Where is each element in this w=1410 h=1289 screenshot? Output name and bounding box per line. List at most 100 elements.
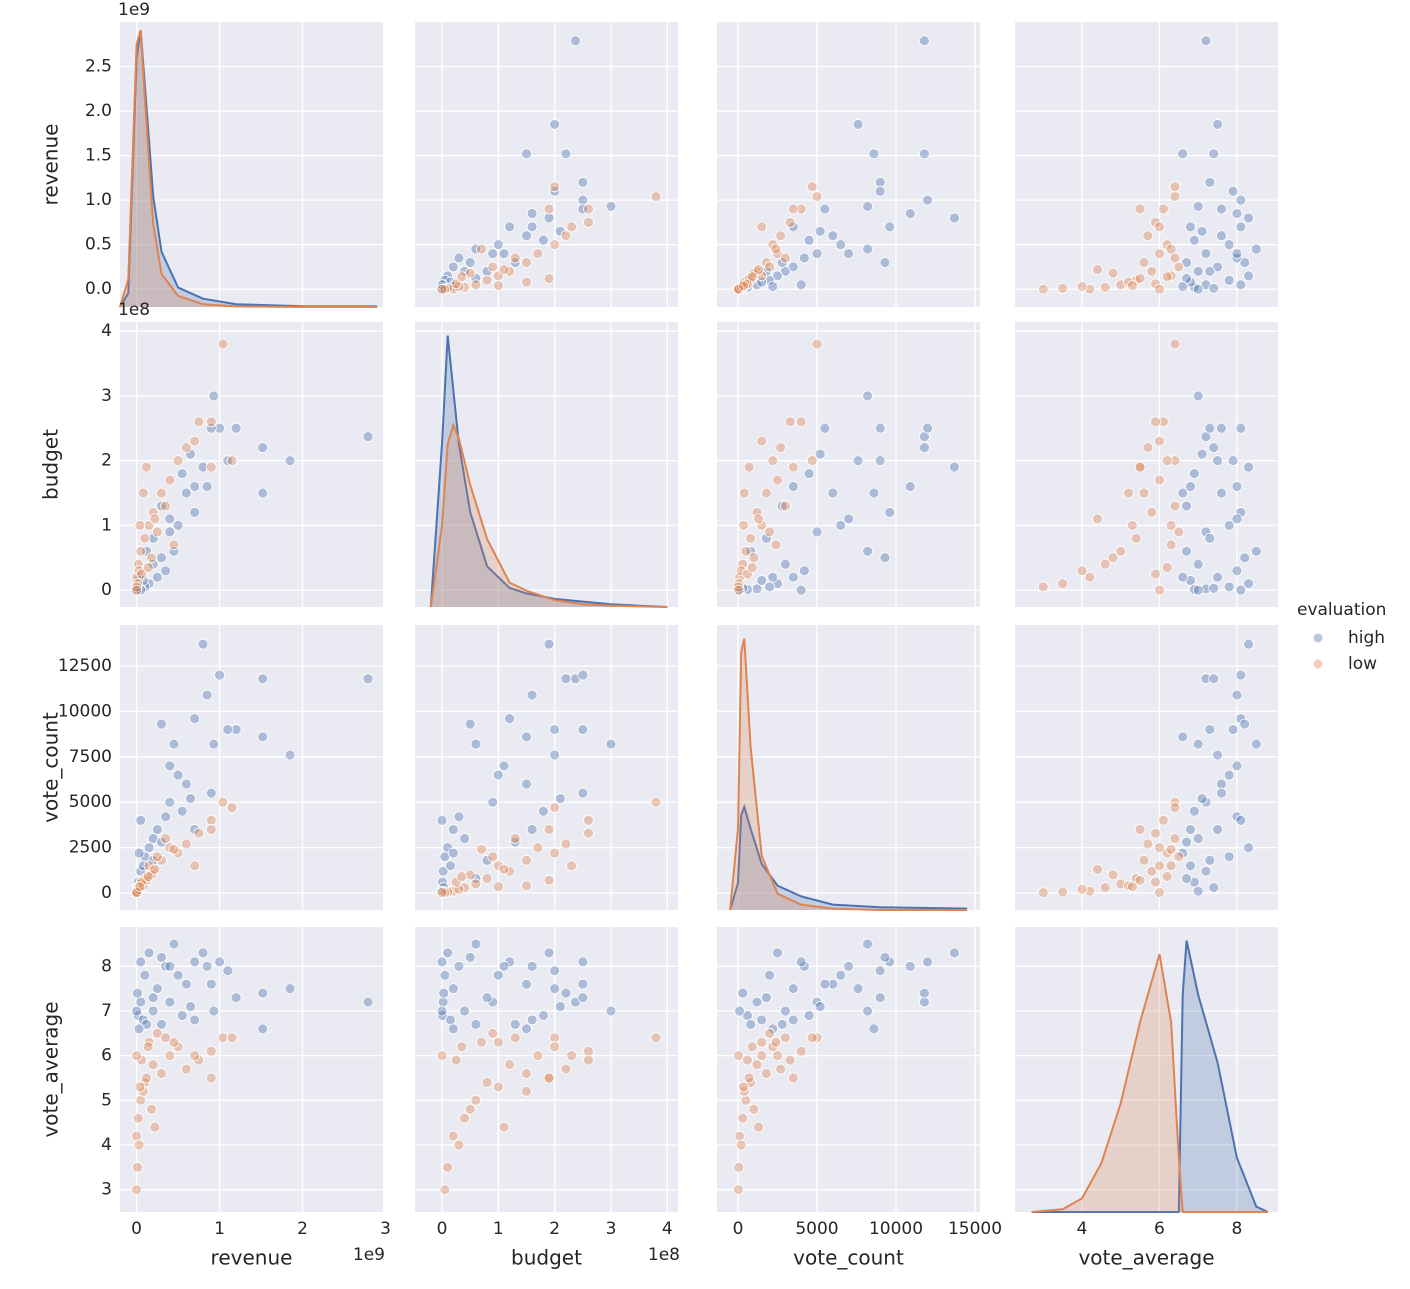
scatter-point [549, 181, 561, 193]
scatter-point [922, 422, 934, 434]
scatter-point [189, 1014, 201, 1026]
scatter-point [1196, 225, 1208, 237]
scatter-point [1239, 552, 1251, 564]
scatter-point [447, 983, 459, 995]
scatter-point [1188, 584, 1200, 595]
y-tick-label: 1 [101, 515, 112, 535]
legend-label: high [1348, 628, 1385, 648]
x-tick-label: 8 [1232, 1219, 1243, 1239]
scatter-point [257, 987, 269, 999]
scatter-point [1212, 749, 1223, 761]
scatter-point [1216, 230, 1227, 242]
scatter-point [133, 1139, 145, 1151]
y-tick-label: 3 [101, 386, 112, 406]
scatter-point [151, 571, 163, 583]
scatter-point [470, 243, 482, 255]
scatter-point [806, 455, 818, 467]
kde-area [730, 638, 968, 910]
scatter-point [230, 724, 242, 735]
scatter-point [1235, 584, 1247, 596]
scatter-point [1192, 265, 1204, 277]
y-tick-label: 3 [101, 1180, 112, 1200]
scatter-point [1204, 265, 1216, 277]
panel-background [120, 22, 383, 307]
scatter-point [764, 581, 775, 593]
scatter-point [784, 216, 796, 228]
scatter-point [470, 738, 482, 750]
scatter-point [549, 119, 561, 130]
scatter-point [1154, 435, 1165, 447]
scatter-point [1188, 468, 1200, 479]
scatter-point [189, 1050, 201, 1062]
scatter-point [538, 234, 549, 246]
scatter-point [476, 243, 487, 255]
scatter-point [131, 887, 142, 898]
scatter-point [1243, 638, 1254, 650]
scatter-point [180, 1063, 192, 1075]
scatter-point [919, 148, 930, 160]
scatter-point [549, 802, 561, 814]
y-tick-label: 4 [101, 1135, 112, 1155]
scatter-point [1126, 280, 1138, 292]
scatter-point [543, 947, 555, 959]
panel [415, 322, 678, 608]
scatter-point [156, 854, 167, 866]
scatter-point [780, 252, 791, 264]
scatter-point [1092, 863, 1103, 875]
scatter-point [751, 583, 763, 595]
scatter-point [526, 208, 538, 219]
scatter-point [172, 769, 184, 781]
scatter-point [521, 1023, 532, 1035]
scatter-point [1107, 267, 1119, 279]
scatter-point [137, 860, 149, 872]
y-tick-label: 12500 [58, 656, 112, 676]
scatter-point [1076, 883, 1088, 895]
scatter-point [492, 1036, 504, 1048]
scatter-point [1134, 273, 1146, 284]
scatter-point [135, 814, 147, 826]
scatter-point [570, 35, 581, 47]
scatter-point [732, 1184, 744, 1196]
scatter-point [1200, 248, 1212, 259]
scatter-point [1157, 416, 1169, 428]
kde-line [729, 803, 968, 911]
scatter-point [543, 1072, 555, 1084]
scatter-point [1161, 455, 1173, 467]
scatter-point [1227, 455, 1239, 467]
panel [119, 22, 387, 308]
scatter-point [1200, 35, 1212, 47]
scatter-point [543, 874, 555, 886]
scatter-point [230, 992, 242, 1003]
scatter-point [197, 947, 209, 959]
scatter-point [922, 956, 934, 968]
scatter-point [738, 1081, 749, 1093]
scatter-point [498, 248, 510, 259]
scatter-point [764, 1027, 775, 1039]
scatter-point [481, 854, 493, 866]
scatter-point [803, 1010, 815, 1021]
scatter-point [156, 718, 167, 730]
scatter-point [862, 243, 873, 255]
scatter-point [764, 526, 775, 538]
scatter-point [164, 526, 176, 538]
scatter-point [560, 673, 572, 685]
scatter-point [543, 824, 555, 835]
scatter-point [1037, 581, 1049, 593]
scatter-point [492, 881, 504, 893]
scatter-point [1142, 838, 1154, 850]
scatter-point [538, 805, 549, 817]
scatter-point [442, 1161, 454, 1173]
scatter-point [284, 983, 296, 995]
scatter-point [284, 455, 296, 467]
scatter-point [208, 738, 220, 750]
scatter-point [189, 824, 201, 835]
x-tick-label: 0 [437, 1219, 448, 1239]
scatter-point [134, 881, 146, 893]
scatter-point [151, 851, 163, 863]
panel-background [415, 927, 678, 1212]
scatter-point [770, 539, 782, 551]
scatter-point [1243, 578, 1254, 590]
scatter-point [450, 278, 462, 290]
scatter-point [132, 1112, 144, 1124]
panel-background [120, 625, 383, 910]
